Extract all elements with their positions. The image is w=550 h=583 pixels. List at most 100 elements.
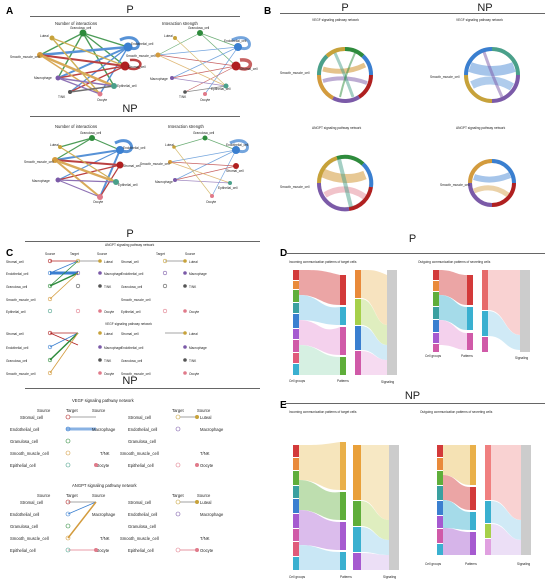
svg-text:Endothelial_cell: Endothelial_cell xyxy=(128,427,157,432)
svg-text:Granulosa_cell: Granulosa_cell xyxy=(10,524,38,529)
svg-text:Smooth_muscle_cell: Smooth_muscle_cell xyxy=(126,54,156,58)
svg-text:Granulosa_cell: Granulosa_cell xyxy=(6,359,28,363)
panel-b-vegf-title-p: VEGF signaling pathway network xyxy=(312,18,359,22)
svg-text:Target: Target xyxy=(66,408,78,413)
svg-text:Source: Source xyxy=(197,493,211,498)
panel-d-rule xyxy=(285,253,545,254)
svg-text:Stromal_cell: Stromal_cell xyxy=(20,500,43,505)
panel-e-outgoing-flows2 xyxy=(491,445,521,555)
panel-b-chord-p-vegf xyxy=(316,46,374,103)
svg-text:Luteal: Luteal xyxy=(200,500,211,505)
svg-text:Epithelial_cell: Epithelial_cell xyxy=(117,84,137,88)
svg-text:Oocyte: Oocyte xyxy=(96,548,110,553)
svg-text:Luteal: Luteal xyxy=(40,34,49,38)
svg-text:Stromal_cell: Stromal_cell xyxy=(128,500,151,505)
svg-text:T/NK: T/NK xyxy=(200,451,210,456)
panel-d-incoming-flows xyxy=(299,270,340,375)
svg-text:T/NK: T/NK xyxy=(58,95,66,99)
svg-text:Granulosa_cell: Granulosa_cell xyxy=(80,131,102,135)
panel-a-group-np: NP xyxy=(122,103,138,115)
svg-text:T/NK: T/NK xyxy=(104,359,112,363)
svg-text:Stromal_cell: Stromal_cell xyxy=(128,65,146,69)
panel-a-node-labels-np-strength: Granulosa_cell Luteal Endothelial_cell S… xyxy=(140,131,249,204)
svg-text:Macrophage: Macrophage xyxy=(155,180,173,184)
panel-c-np-angpt-links xyxy=(67,501,196,551)
svg-text:Luteal: Luteal xyxy=(200,415,211,420)
svg-text:Granulosa_cell: Granulosa_cell xyxy=(121,285,143,289)
svg-text:Epithelial_cell: Epithelial_cell xyxy=(10,548,36,553)
panel-b-chord-np-vegf xyxy=(464,47,520,103)
panel-b-group-p: P xyxy=(341,2,349,14)
svg-text:Macrophage: Macrophage xyxy=(34,76,52,80)
panel-e: E NP Incoming communication patterns of … xyxy=(275,390,550,583)
svg-text:Macrophage: Macrophage xyxy=(189,346,207,350)
panel-a-group-p: P xyxy=(126,4,134,16)
svg-text:Stromal_cell: Stromal_cell xyxy=(121,260,139,264)
svg-text:Endothelial_cell: Endothelial_cell xyxy=(131,42,154,46)
panel-d-axis-labels: Cell groups Patterns Signaling Cell grou… xyxy=(289,354,528,384)
svg-text:Luteal: Luteal xyxy=(104,332,113,336)
svg-text:Endothelial_cell: Endothelial_cell xyxy=(10,512,39,517)
svg-text:Endothelial_cell: Endothelial_cell xyxy=(226,143,249,147)
panel-a: A P Number of interactions xyxy=(0,0,260,205)
panel-b-label: B xyxy=(264,6,272,17)
svg-text:Luteal: Luteal xyxy=(189,260,198,264)
panel-c-np-vegf-links xyxy=(66,416,196,431)
svg-text:Granulosa_cell: Granulosa_cell xyxy=(10,439,38,444)
panel-d-alluvial: Incoming communication patterns of targe… xyxy=(289,260,530,384)
svg-text:Source: Source xyxy=(92,493,106,498)
panel-d-outgoing-title: Outgoing communication patterns of secre… xyxy=(418,260,491,264)
panel-a-rule-np xyxy=(30,116,240,117)
svg-text:Oocyte: Oocyte xyxy=(206,200,216,204)
panel-d-incoming-signaling xyxy=(387,270,397,375)
svg-text:Smooth_muscle_cell: Smooth_muscle_cell xyxy=(24,160,54,164)
panel-e-incoming-flows xyxy=(299,442,340,570)
panel-e-incoming-patterns2 xyxy=(353,445,361,570)
svg-text:Granulosa_cell: Granulosa_cell xyxy=(188,26,210,30)
panel-b-vegf-title-np: VEGF signaling pathway network xyxy=(456,18,503,22)
panel-b-chord-p-angpt xyxy=(316,154,374,212)
panel-a-node-labels-p-strength: Granulosa_cell Luteal Endothelial_cell S… xyxy=(126,26,258,102)
panel-d-outgoing-flows2 xyxy=(488,270,520,350)
svg-text:Oocyte: Oocyte xyxy=(200,548,214,553)
svg-text:Source: Source xyxy=(37,493,51,498)
panel-e-group: NP xyxy=(404,390,421,402)
svg-text:Oocyte: Oocyte xyxy=(96,463,110,468)
svg-text:Source: Source xyxy=(45,252,55,256)
panel-b-chords: VEGF signaling pathway network VEGF sign… xyxy=(280,18,520,212)
svg-text:Endothelial_cell: Endothelial_cell xyxy=(224,39,247,43)
panel-a-nodes-p-strength xyxy=(155,30,242,96)
svg-text:Granulosa_cell: Granulosa_cell xyxy=(128,439,156,444)
panel-d: D P Incoming communication patterns of t… xyxy=(275,225,550,390)
svg-text:Smooth_muscle_cell: Smooth_muscle_cell xyxy=(6,298,36,302)
svg-text:Epithelial_cell: Epithelial_cell xyxy=(211,87,231,91)
panel-e-rule xyxy=(285,403,545,404)
svg-text:Stromal_cell: Stromal_cell xyxy=(20,415,43,420)
svg-text:T/NK: T/NK xyxy=(189,285,197,289)
svg-text:Oocyte: Oocyte xyxy=(97,98,107,102)
svg-text:Luteal: Luteal xyxy=(50,143,59,147)
panel-e-outgoing-flows xyxy=(443,445,470,555)
svg-text:Macrophage: Macrophage xyxy=(200,512,224,517)
panel-b-smc-label-np: Smooth_muscle_cell xyxy=(430,75,460,79)
svg-text:Endothelial_cell: Endothelial_cell xyxy=(6,346,29,350)
svg-text:Source: Source xyxy=(37,408,51,413)
panel-c-np-vegf-nodes: Stromal_cell Endothelial_cell Granulosa_… xyxy=(10,415,224,468)
svg-text:Epithelial_cell: Epithelial_cell xyxy=(218,186,238,190)
panel-d-incoming-cells xyxy=(293,270,299,375)
svg-text:Smooth_muscle_cell: Smooth_muscle_cell xyxy=(6,372,36,376)
svg-text:Granulosa_cell: Granulosa_cell xyxy=(128,524,156,529)
svg-text:Endothelial_cell: Endothelial_cell xyxy=(121,272,144,276)
svg-text:Stromal_cell: Stromal_cell xyxy=(240,67,258,71)
panel-c-p-vegf-markers xyxy=(47,330,187,376)
panel-c-p-angpt-links xyxy=(49,260,185,300)
svg-text:Cell groups: Cell groups xyxy=(425,354,442,358)
panel-a-network-bottom: Number of interactions xyxy=(24,124,249,204)
panel-d-group: P xyxy=(408,233,417,245)
svg-text:Granulosa_cell: Granulosa_cell xyxy=(6,285,28,289)
panel-d-outgoing-signaling xyxy=(520,270,530,352)
panel-b-rule xyxy=(280,13,545,14)
svg-text:Cell groups: Cell groups xyxy=(425,562,442,566)
panel-c-np-angpt-nodes: Stromal_cell Endothelial_cell Granulosa_… xyxy=(10,500,224,553)
panel-e-outgoing-title: Outgoing communication patterns of secre… xyxy=(420,410,493,414)
